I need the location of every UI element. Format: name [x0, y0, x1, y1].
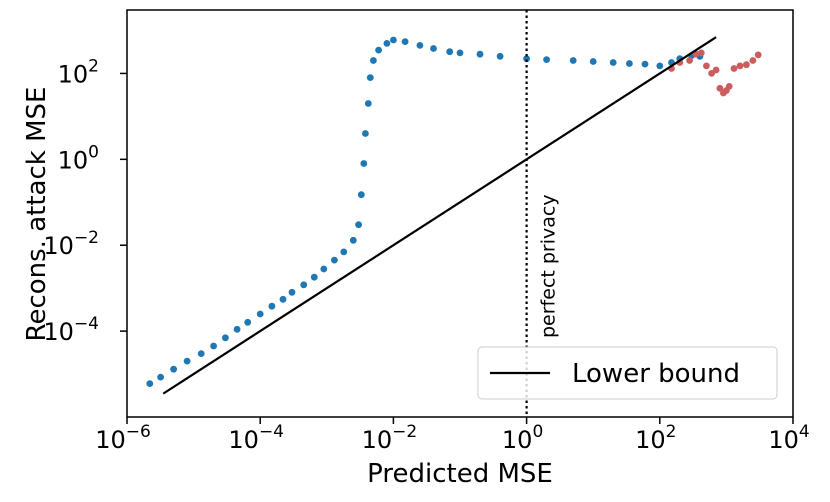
scatter-point-blue — [656, 62, 664, 70]
scatter-point-blue — [310, 273, 318, 281]
scatter-point-blue — [244, 318, 252, 326]
scatter-point-blue — [446, 48, 454, 56]
scatter-point-blue — [357, 191, 365, 199]
scatter-point-red — [692, 50, 700, 58]
x-axis-label: Predicted MSE — [367, 459, 553, 489]
scatter-point-blue — [233, 325, 241, 333]
scatter-point-blue — [416, 42, 424, 49]
lower-bound-line — [162, 36, 717, 395]
scatter-points — [146, 36, 762, 387]
scatter-point-blue — [288, 288, 296, 296]
scatter-point-blue — [197, 350, 205, 357]
y-axis-label: Recons. attack MSE — [22, 87, 52, 342]
scatter-point-blue — [268, 302, 276, 310]
scatter-point-blue — [430, 45, 437, 52]
scatter-point-blue — [340, 248, 348, 256]
scatter-point-blue — [370, 57, 377, 64]
tick-label: 100 — [502, 422, 543, 454]
scatter-point-red — [697, 49, 705, 57]
scatter-point-blue — [300, 281, 308, 289]
scatter-point-blue — [146, 380, 154, 387]
scatter-point-red — [716, 84, 724, 92]
scatter-point-blue — [496, 52, 504, 60]
scatter-point-blue — [210, 342, 218, 350]
scatter-point-blue — [366, 74, 374, 81]
scatter-point-blue — [456, 49, 464, 57]
plot-frame — [126, 9, 794, 418]
tick-label: 10−2 — [43, 228, 99, 260]
scatter-point-blue — [256, 310, 264, 318]
perfect-privacy-label: perfect privacy — [538, 194, 560, 338]
scatter-point-red — [725, 83, 733, 90]
scatter-point-blue — [183, 357, 191, 365]
scatter-point-red — [686, 57, 693, 64]
scatter-point-blue — [626, 60, 633, 67]
tick-label: 10−6 — [95, 422, 151, 454]
scatter-point-red — [736, 62, 744, 70]
scatter-point-red — [703, 62, 710, 70]
tick-label: 10−4 — [228, 422, 284, 454]
scatter-point-red — [749, 57, 757, 64]
scatter-point-blue — [157, 373, 165, 381]
scatter-point-blue — [320, 265, 328, 273]
tick-label: 104 — [768, 422, 809, 454]
scatter-point-blue — [349, 236, 357, 244]
scatter-point-blue — [170, 365, 178, 373]
scatter-point-blue — [523, 55, 530, 63]
tick-label: 10−4 — [43, 314, 99, 346]
scatter-point-blue — [641, 60, 649, 68]
scatter-point-red — [730, 65, 738, 72]
legend: Lower bound — [477, 346, 778, 400]
tick-label: 102 — [58, 56, 99, 88]
scatter-point-blue — [476, 50, 484, 58]
legend-box — [477, 346, 778, 400]
scatter-point-blue — [222, 334, 229, 342]
scatter-point-blue — [279, 295, 287, 303]
scatter-point-red — [754, 51, 762, 59]
scatter-point-blue — [589, 58, 597, 65]
tick-label: 100 — [58, 142, 99, 174]
scatter-point-blue — [364, 100, 372, 107]
legend-label-lower-bound: Lower bound — [572, 359, 740, 389]
scatter-point-blue — [569, 57, 577, 64]
scatter-point-blue — [390, 36, 397, 44]
scatter-point-blue — [401, 38, 409, 45]
axis-ticks: 10−6 10−4 10−2 100 102 104 10−4 10−2 100 102 — [43, 56, 809, 454]
tick-label: 10−2 — [362, 422, 418, 454]
scatter-point-red — [712, 66, 720, 74]
scatter-point-blue — [543, 56, 550, 63]
tick-label: 102 — [635, 422, 676, 454]
scatter-point-blue — [375, 46, 382, 54]
scatter-point-blue — [355, 221, 362, 229]
scatter-point-blue — [360, 160, 368, 167]
scatter-point-blue — [383, 40, 391, 47]
scatter-point-blue — [362, 130, 369, 137]
scatter-point-blue — [331, 256, 338, 264]
scatter-point-blue — [609, 59, 617, 66]
scatter-point-red — [743, 61, 750, 69]
